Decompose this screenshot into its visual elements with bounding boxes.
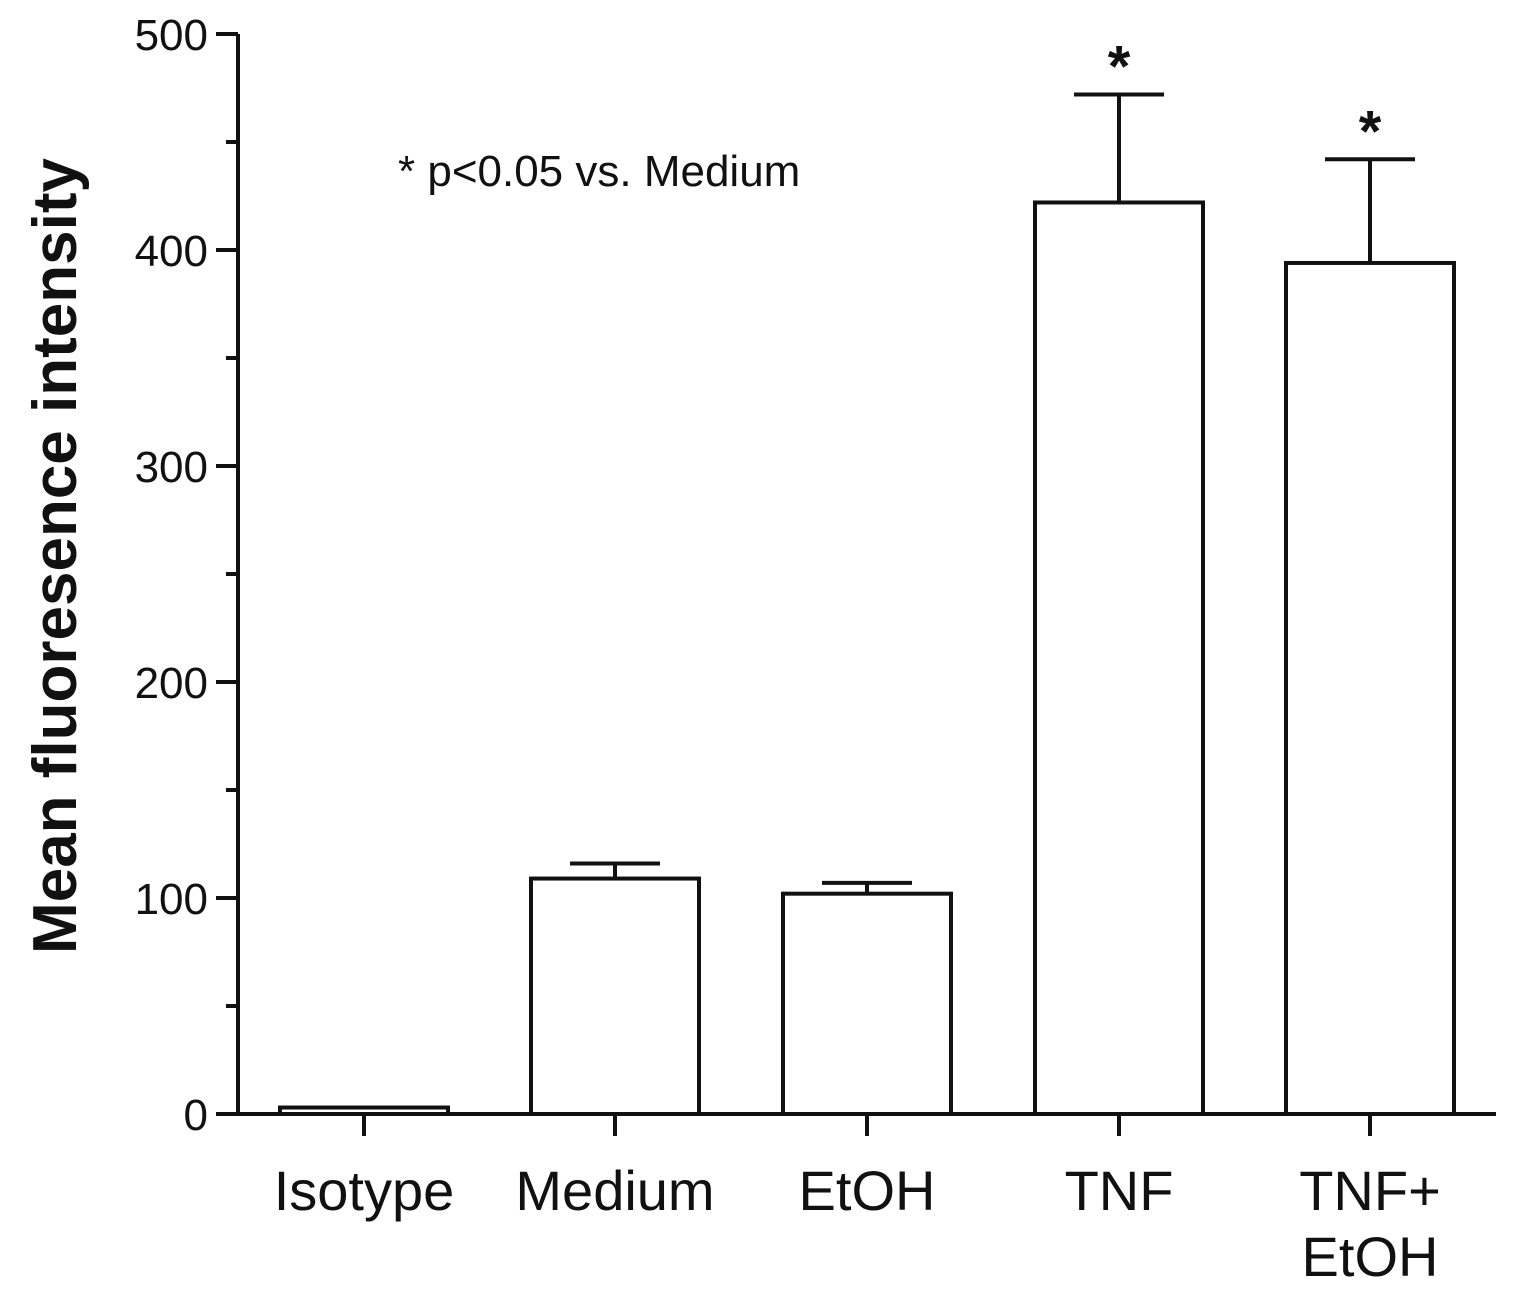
significance-mark-tnf-etoh: *: [1359, 99, 1382, 164]
y-tick-label-300: 300: [135, 443, 208, 492]
x-tick-label-line: Medium: [515, 1159, 714, 1222]
labels: 0 100 200 300 400 500 Isotype Medium EtOH TNF * TNF…: [135, 11, 1441, 1288]
x-tick-label-line: TNF+: [1299, 1159, 1441, 1222]
x-tick-label-tnf: TNF: [1065, 1159, 1174, 1222]
y-tick-label-100: 100: [135, 875, 208, 924]
bar-tnf-etoh: [1284, 260, 1456, 1116]
bar-tnf: [1033, 200, 1205, 1117]
y-tick-label-400: 400: [135, 227, 208, 276]
x-tick-label-tnf-etoh: TNF+ EtOH: [1299, 1159, 1441, 1288]
y-tick-label-500: 500: [135, 11, 208, 60]
x-tick-label-medium: Medium: [515, 1159, 714, 1222]
bar-isotype: [278, 1105, 450, 1117]
y-tick-label-0: 0: [184, 1091, 208, 1140]
y-tick-label-200: 200: [135, 659, 208, 708]
x-tick-label-line: EtOH: [1302, 1225, 1439, 1288]
x-tick-label-line: Isotype: [274, 1159, 455, 1222]
significance-note: * p<0.05 vs. Medium: [398, 147, 800, 196]
x-tick-label-line: EtOH: [799, 1159, 936, 1222]
bar-medium: [529, 876, 701, 1116]
bar-etoh: [781, 891, 953, 1116]
bars: [278, 92, 1456, 1117]
y-axis-label: Mean fluoresence intensity: [21, 158, 90, 954]
x-tick-label-line: TNF: [1065, 1159, 1174, 1222]
x-tick-label-etoh: EtOH: [799, 1159, 936, 1222]
significance-mark-tnf: *: [1108, 34, 1131, 99]
x-tick-label-isotype: Isotype: [274, 1159, 455, 1222]
